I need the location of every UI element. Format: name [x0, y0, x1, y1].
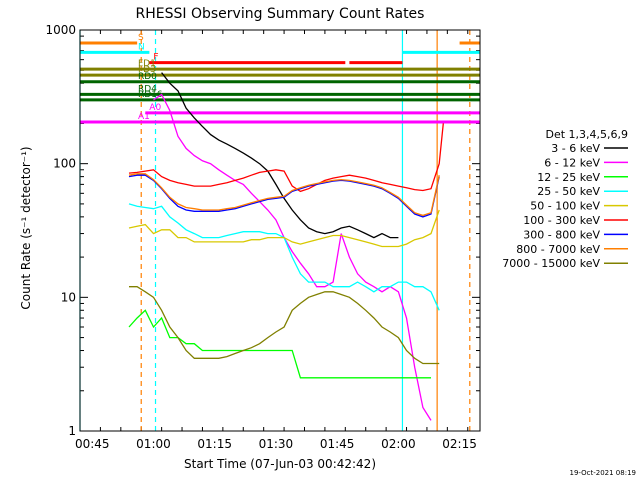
x-tick-label: 01:15 [197, 437, 232, 451]
legend-label: 7000 - 15000 keV [502, 257, 600, 270]
flag-label: RD16 [138, 90, 163, 100]
flag-label: S [138, 33, 144, 43]
series-line-100-300-kev [128, 123, 444, 193]
plot-area: 1 10 100 1000 00:45 01:00 01:15 01:30 01:45 02:00… [45, 23, 480, 451]
x-tick-label: 01:00 [136, 437, 171, 451]
series-line-25-50-kev [128, 203, 440, 311]
series-line-800-7000-kev [128, 173, 440, 217]
series-line-7000-15000-kev [129, 286, 440, 365]
series-line-3-6-kev [161, 72, 399, 239]
flag-label: A1 [138, 112, 150, 122]
footer-date: 19-Oct-2021 08:19 [570, 469, 636, 477]
y-tick-label: 10 [61, 290, 76, 304]
legend-label: 25 - 50 keV [537, 185, 600, 198]
x-tick-label: 00:45 [75, 437, 110, 451]
legend-label: 300 - 800 keV [523, 228, 600, 241]
y-tick-label: 100 [53, 157, 76, 171]
legend-title: Det 1,3,4,5,6,9 [545, 128, 628, 141]
legend-label: 50 - 100 keV [530, 200, 600, 213]
chart-title: RHESSI Observing Summary Count Rates [136, 6, 425, 22]
legend-label: 6 - 12 keV [544, 156, 600, 169]
x-tick-label: 01:30 [259, 437, 294, 451]
flag-label: RD0 [138, 72, 157, 82]
flag-label: A0 [149, 103, 161, 113]
flag-label: F [153, 53, 158, 63]
x-axis-label: Start Time (07-Jun-03 00:42:42) [184, 457, 376, 471]
x-tick-label: 02:00 [381, 437, 416, 451]
y-tick-label: 1 [68, 424, 76, 438]
series-line-6-12-kev [153, 93, 432, 421]
flag-label: FD1 [138, 59, 156, 69]
series-line-300-800-kev [128, 174, 440, 218]
legend-label: 100 - 300 keV [523, 214, 600, 227]
x-tick-label: 01:45 [320, 437, 355, 451]
series-line-50-100-kev [128, 209, 440, 248]
flag-label: RD4 [138, 84, 157, 94]
y-tick-label: 1000 [45, 23, 76, 37]
flag-label: FD3 [138, 65, 156, 75]
plot-frame [79, 29, 481, 432]
legend-label: 800 - 7000 keV [516, 243, 600, 256]
y-axis-label: Count Rate (s⁻¹ detector⁻¹) [19, 146, 33, 309]
x-tick-label: 02:15 [442, 437, 477, 451]
series-line-12-25-kev [128, 309, 431, 379]
flag-label: N [138, 42, 145, 52]
legend-label: 3 - 6 keV [551, 142, 600, 155]
legend-label: 12 - 25 keV [537, 171, 600, 184]
